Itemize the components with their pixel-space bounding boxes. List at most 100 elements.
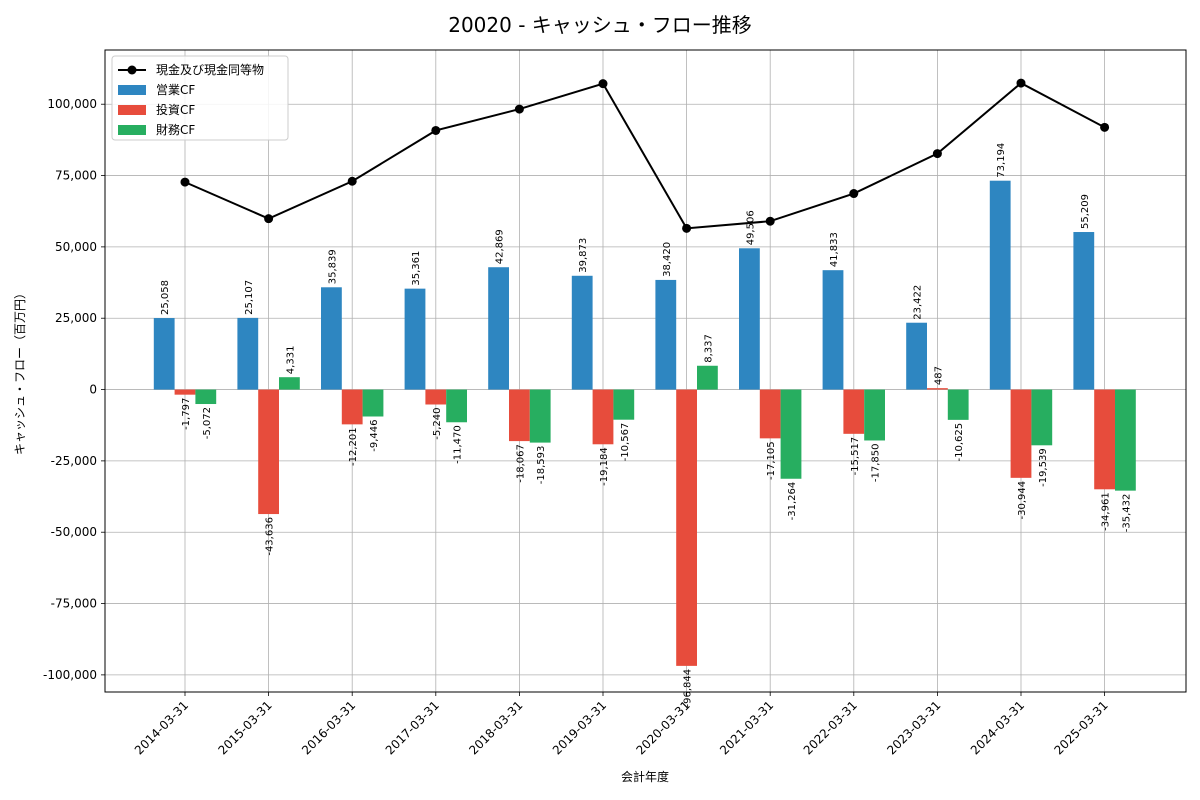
- bar-value-label: 4,331: [285, 346, 296, 375]
- bar-投資CF-2014-03-31: [174, 389, 196, 395]
- bar-営業CF-2024-03-31: [989, 180, 1011, 390]
- legend-label: 営業CF: [156, 83, 195, 97]
- x-axis-label: 会計年度: [621, 769, 669, 784]
- cash-point-2020-03-31: [682, 223, 692, 233]
- bar-value-label: 38,420: [662, 242, 673, 277]
- bar-value-label: 42,869: [495, 229, 506, 264]
- y-tick-label: -100,000: [43, 668, 97, 682]
- y-tick-label: 75,000: [55, 169, 97, 183]
- bar-営業CF-2021-03-31: [739, 248, 760, 390]
- bar-投資CF-2020-03-31: [676, 389, 697, 666]
- legend-bar-swatch: [118, 85, 146, 95]
- chart-title: 20020 - キャッシュ・フロー推移: [448, 13, 752, 37]
- bar-value-label: -19,539: [1038, 448, 1049, 487]
- bar-value-label: -19,184: [599, 447, 610, 486]
- bar-value-label: -10,567: [620, 423, 631, 462]
- cash-point-2023-03-31: [932, 149, 942, 159]
- bar-value-label: 23,422: [913, 285, 924, 320]
- cash-line: [184, 81, 1106, 230]
- bar-営業CF-2020-03-31: [655, 279, 677, 390]
- bar-投資CF-2016-03-31: [341, 389, 363, 425]
- bar-value-label: 55,209: [1080, 194, 1091, 229]
- bar-営業CF-2017-03-31: [404, 288, 426, 390]
- bar-営業CF-2016-03-31: [321, 287, 342, 390]
- bar-value-label: -35,432: [1121, 494, 1132, 533]
- bar-value-label: 41,833: [829, 232, 840, 267]
- bar-value-label: -18,067: [515, 444, 526, 483]
- bar-財務CF-2025-03-31: [1115, 389, 1136, 491]
- bar-value-label: -96,844: [683, 669, 694, 708]
- bar-value-label: 73,194: [996, 143, 1007, 178]
- x-tick-label: 2014-03-31: [132, 698, 191, 757]
- x-tick-label: 2022-03-31: [801, 698, 860, 757]
- bar-財務CF-2017-03-31: [446, 389, 467, 423]
- bar-投資CF-2023-03-31: [927, 388, 948, 390]
- bar-営業CF-2014-03-31: [153, 318, 175, 390]
- bar-value-label: -10,625: [954, 423, 965, 462]
- bar-投資CF-2018-03-31: [509, 389, 530, 442]
- bars-layer: [153, 180, 1136, 666]
- cash-point-2018-03-31: [514, 104, 524, 114]
- legend-bar-swatch: [118, 105, 146, 115]
- bar-value-label: -43,636: [265, 517, 276, 556]
- cash-point-2017-03-31: [431, 125, 441, 135]
- bar-財務CF-2018-03-31: [529, 389, 551, 443]
- bar-営業CF-2019-03-31: [571, 275, 593, 390]
- x-tick-label: 2024-03-31: [968, 698, 1027, 757]
- bar-営業CF-2023-03-31: [906, 322, 927, 390]
- bar-value-label: -5,072: [202, 407, 213, 439]
- y-tick-label: 100,000: [47, 97, 97, 111]
- bar-財務CF-2023-03-31: [947, 389, 969, 420]
- cash-point-2019-03-31: [598, 79, 608, 89]
- bar-value-label: -30,944: [1017, 481, 1028, 520]
- cash-point-2022-03-31: [849, 189, 859, 199]
- bar-value-label: -31,264: [787, 482, 798, 521]
- bar-営業CF-2025-03-31: [1073, 232, 1095, 390]
- bar-財務CF-2022-03-31: [864, 389, 885, 441]
- y-tick-label: -25,000: [51, 454, 97, 468]
- bar-投資CF-2015-03-31: [258, 389, 279, 515]
- bar-投資CF-2017-03-31: [425, 389, 447, 405]
- legend-label: 財務CF: [156, 122, 195, 137]
- bar-value-label: -9,446: [369, 419, 380, 451]
- x-tick-label: 2025-03-31: [1052, 698, 1111, 757]
- bar-value-label: -18,593: [536, 446, 547, 485]
- bar-value-label: 487: [933, 366, 944, 385]
- x-tick-label: 2016-03-31: [299, 698, 358, 757]
- bar-value-label: 49,506: [745, 210, 756, 245]
- bar-営業CF-2015-03-31: [237, 317, 259, 390]
- bar-value-label: 35,839: [327, 249, 338, 284]
- x-tick-label: 2019-03-31: [550, 698, 609, 757]
- cash-point-2024-03-31: [1016, 78, 1026, 88]
- bar-labels-layer: 25,058 25,107 35,839 35,361 42,869 39,873 38,4…: [160, 143, 1132, 708]
- x-tick-label: 2021-03-31: [717, 698, 776, 757]
- y-tick-label: 25,000: [55, 311, 97, 325]
- cash-line-layer: [180, 78, 1110, 233]
- legend-box: [111, 55, 289, 141]
- bar-value-label: -12,201: [348, 427, 359, 466]
- y-tick-label: 50,000: [55, 240, 97, 254]
- bar-財務CF-2021-03-31: [780, 389, 802, 479]
- bar-営業CF-2018-03-31: [488, 267, 509, 390]
- bar-value-label: 8,337: [703, 334, 714, 363]
- bar-投資CF-2019-03-31: [592, 389, 614, 445]
- bar-value-label: -1,797: [181, 398, 192, 430]
- x-tick-label: 2018-03-31: [466, 698, 525, 757]
- cash-point-2025-03-31: [1100, 122, 1110, 132]
- cash-point-2015-03-31: [264, 214, 274, 224]
- bar-投資CF-2022-03-31: [843, 389, 865, 434]
- cash-point-2016-03-31: [347, 176, 357, 186]
- bar-財務CF-2014-03-31: [195, 389, 217, 405]
- bar-財務CF-2019-03-31: [613, 389, 635, 420]
- bar-value-label: -17,105: [766, 441, 777, 480]
- y-tick-label: -50,000: [51, 525, 97, 539]
- bar-value-label: -15,517: [850, 437, 861, 476]
- bar-営業CF-2022-03-31: [822, 270, 844, 390]
- x-tick-label: 2020-03-31: [634, 698, 693, 757]
- bar-value-label: -11,470: [453, 425, 464, 464]
- grid-layer: [105, 50, 1186, 692]
- x-tick-label: 2023-03-31: [884, 698, 943, 757]
